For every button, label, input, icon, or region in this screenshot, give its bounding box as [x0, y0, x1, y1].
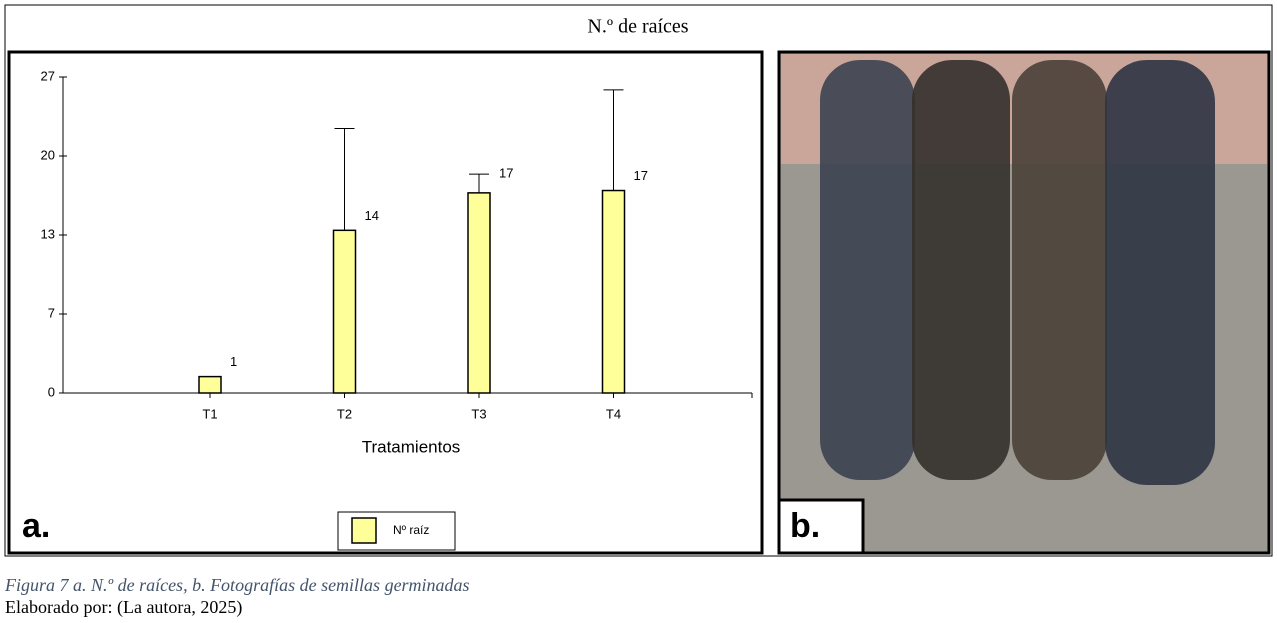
y-tick-label: 7 [48, 305, 55, 320]
value-label: 1 [230, 354, 237, 369]
y-tick-label: 13 [41, 226, 55, 241]
bar [468, 193, 490, 393]
credit: Elaborado por: (La autora, 2025) [5, 597, 242, 618]
caption: Figura 7 a. N.º de raíces, b. Fotografía… [4, 575, 470, 595]
figure-title: N.º de raíces [587, 16, 688, 38]
y-tick-label: 0 [48, 384, 55, 399]
page: N.º de raíces 0 7 13 20 27 T1 1 T2 14 T3 17 T4 17 Tra… [0, 0, 1277, 618]
legend-label: Nº raíz [393, 523, 429, 537]
chart-panel [9, 52, 762, 553]
bar [603, 191, 625, 393]
photo: b. [779, 52, 1269, 553]
y-tick-label: 27 [41, 68, 55, 83]
x-axis-label: Tratamientos [362, 437, 461, 456]
tube [1012, 60, 1107, 480]
bar [199, 377, 221, 393]
value-label: 17 [634, 168, 648, 183]
tube [1105, 60, 1215, 485]
y-tick-label: 20 [41, 147, 55, 162]
x-tick-label: T4 [606, 406, 621, 421]
tube [912, 60, 1010, 480]
x-tick-label: T1 [202, 406, 217, 421]
panel-label: b. [790, 507, 820, 545]
x-tick-label: T3 [471, 406, 486, 421]
legend-swatch [352, 518, 376, 543]
tube [820, 60, 915, 480]
value-label: 17 [499, 166, 513, 181]
panel-label: a. [22, 507, 50, 545]
value-label: 14 [365, 208, 379, 223]
bar [334, 230, 356, 393]
x-tick-label: T2 [337, 406, 352, 421]
